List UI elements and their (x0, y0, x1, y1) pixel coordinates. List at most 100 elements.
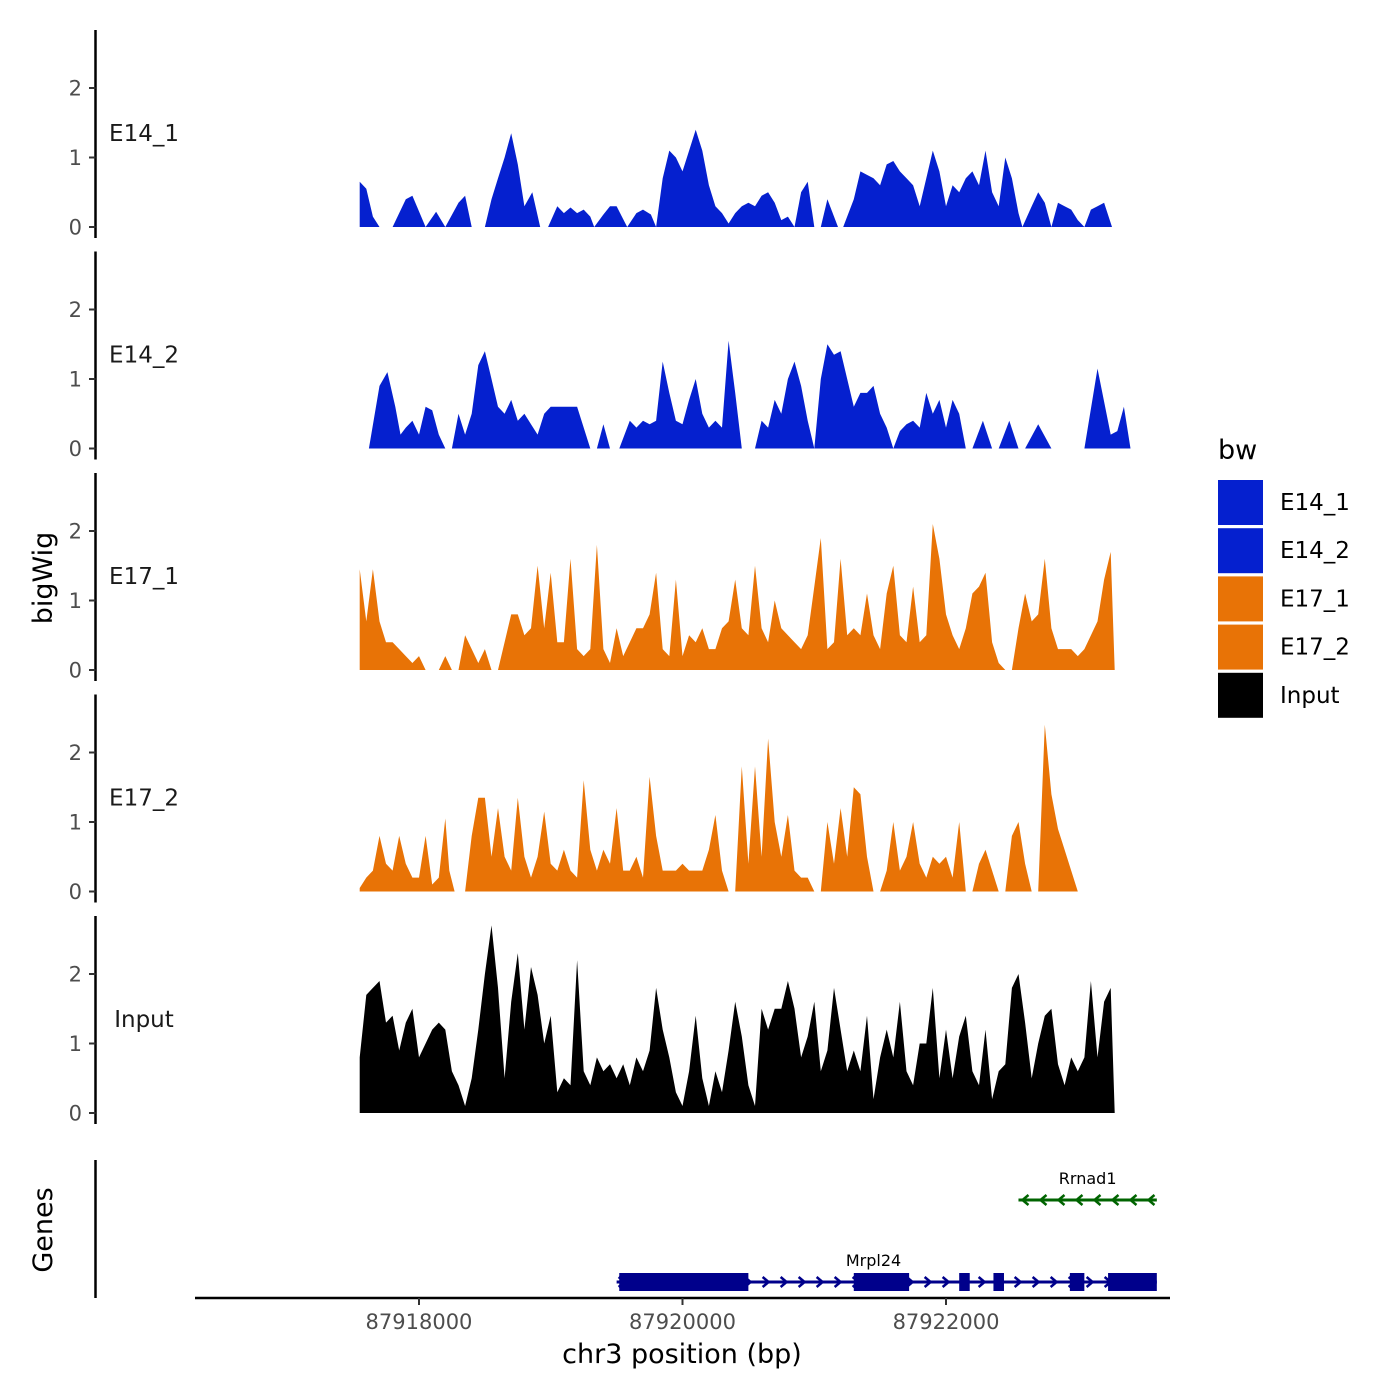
track-panel-e17-2: 0 1 2 E17_2 (69, 694, 1078, 904)
x-tick-label: 87920000 (629, 1310, 736, 1334)
signal-area (484, 133, 541, 227)
signal-area (843, 150, 1023, 227)
signal-area (392, 195, 426, 227)
y-axis-title: bigWig (28, 532, 59, 625)
gene-rrnad1: Rrnad1 (1018, 1169, 1157, 1206)
signal-area (425, 211, 446, 227)
legend-swatch (1218, 576, 1263, 622)
legend-label: Input (1280, 683, 1340, 709)
legend-entries: E14_1 E14_2 E17_1 E17_2 Input (1218, 480, 1350, 718)
legend-entry: E14_2 (1218, 528, 1350, 574)
track-panel-e17-1: 0 1 2 E17_1 (69, 473, 1115, 683)
track-label: E14_2 (109, 343, 179, 369)
signal-area (794, 181, 815, 227)
signal-area (627, 209, 657, 227)
strand-arrow (779, 1276, 789, 1288)
signal-area (458, 635, 492, 670)
y-tick-label: 0 (69, 880, 82, 904)
signal-area (755, 361, 815, 449)
signal-area (438, 656, 452, 670)
signal-area (596, 424, 610, 449)
gene-mrpl24: Mrpl24 (616, 1251, 1157, 1291)
signal-area (1038, 724, 1078, 892)
x-tick-label: 87918000 (366, 1310, 473, 1334)
genes-panel: Genes Rrnad1 Mrpl24 (28, 1160, 1157, 1298)
signal-area (359, 569, 426, 670)
strand-arrow (941, 1276, 951, 1288)
y-tick-label: 1 (69, 146, 82, 170)
signal-area (445, 195, 472, 227)
legend-entry: Input (1218, 672, 1340, 718)
signal-area (656, 129, 795, 227)
signal-area (368, 372, 446, 449)
signal-area (465, 776, 729, 892)
track-panel-e14-2: 0 1 2 E14_2 (69, 251, 1131, 461)
genes-axis-title: Genes (28, 1187, 59, 1272)
signal-area (548, 206, 595, 227)
strand-arrow (1085, 1276, 1095, 1288)
x-axis: 87918000 87920000 87922000 chr3 position (… (195, 1296, 1170, 1370)
y-tick-label: 1 (69, 589, 82, 613)
gene-exon (993, 1273, 1004, 1291)
y-tick-label: 0 (69, 659, 82, 683)
y-tick-label: 1 (69, 811, 82, 835)
gene-name-label: Rrnad1 (1059, 1169, 1117, 1188)
x-axis-ticks: 87918000 87920000 87922000 (366, 1298, 1000, 1334)
signal-area (820, 787, 874, 892)
strand-arrow (761, 1276, 771, 1288)
signal-area (735, 738, 815, 892)
y-tick-label: 0 (69, 437, 82, 461)
signal-area (893, 392, 966, 449)
strand-arrow (797, 1276, 807, 1288)
signal-area (998, 420, 1019, 449)
strand-arrow (1049, 1276, 1059, 1288)
signal-area (1011, 551, 1115, 670)
legend-entry: E17_1 (1218, 576, 1350, 622)
strand-arrow (923, 1276, 933, 1288)
signal-area (359, 925, 1115, 1113)
legend-label: E17_1 (1280, 586, 1350, 612)
y-tick-label: 0 (69, 216, 82, 240)
track-label: Input (114, 1007, 174, 1033)
signal-area (880, 822, 966, 892)
legend-label: E17_2 (1280, 635, 1350, 661)
x-tick-label: 87922000 (893, 1310, 1000, 1334)
y-tick-label: 2 (69, 298, 82, 322)
signal-area (359, 818, 455, 892)
y-tick-label: 0 (69, 1102, 82, 1126)
signal-area (594, 206, 628, 227)
y-tick-label: 1 (69, 1032, 82, 1056)
signal-area (451, 351, 591, 449)
y-tick-label: 1 (69, 368, 82, 392)
strand-arrow (815, 1276, 825, 1288)
signal-area (1005, 822, 1032, 892)
legend-title: bw (1218, 435, 1257, 466)
track-label: E17_1 (109, 564, 179, 590)
strand-arrow (1031, 1276, 1041, 1288)
signal-area (1084, 202, 1112, 227)
legend-swatch (1218, 528, 1263, 574)
signal-area (498, 524, 1006, 670)
legend-entry: E14_1 (1218, 480, 1350, 525)
gene-models: Rrnad1 Mrpl24 (616, 1169, 1157, 1291)
signal-area (359, 181, 380, 227)
strand-arrow (977, 1276, 987, 1288)
strand-arrow (1092, 1194, 1102, 1206)
legend-entry: E17_2 (1218, 624, 1350, 670)
legend: bw E14_1 E14_2 E17_1 E17_2 Input (1218, 435, 1350, 718)
signal-area (1025, 424, 1052, 449)
gene-exon (959, 1273, 970, 1291)
track-label: E14_1 (109, 121, 179, 147)
strand-arrow (833, 1276, 843, 1288)
legend-swatch (1218, 672, 1263, 718)
signal-area (1022, 192, 1052, 227)
signal-area (1051, 202, 1085, 227)
legend-swatch (1218, 480, 1263, 525)
track-panels: 0 1 2 E14_1 0 1 2 E14_2 0 1 2 E17_1 0 1 2 E17_2 0 1 2 Input (69, 30, 1131, 1126)
y-tick-label: 2 (69, 963, 82, 987)
gene-exon (1069, 1273, 1085, 1291)
strand-arrow (1020, 1194, 1030, 1206)
signal-area (972, 420, 993, 449)
